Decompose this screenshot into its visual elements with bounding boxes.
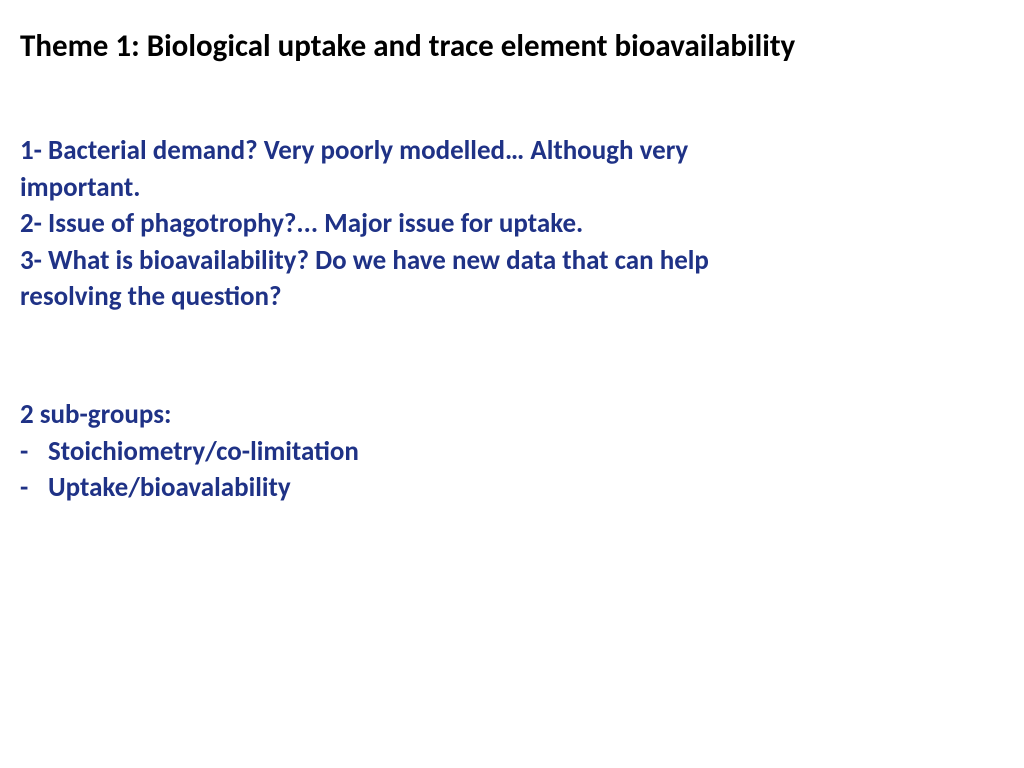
list-item-label: Uptake/bioavalability xyxy=(48,470,291,506)
question-line: 2- Issue of phagotrophy?... Major issue … xyxy=(20,206,1004,242)
subgroups-list: - Stoichiometry/co-limitation - Uptake/b… xyxy=(20,434,1004,507)
question-line: resolving the question? xyxy=(20,279,1004,315)
bullet-dash: - xyxy=(20,434,48,470)
subgroups-header: 2 sub-groups: xyxy=(20,397,1004,433)
questions-block: 1- Bacterial demand? Very poorly modelle… xyxy=(20,133,1004,315)
slide-title: Theme 1: Biological uptake and trace ele… xyxy=(20,28,1004,65)
list-item: - Stoichiometry/co-limitation xyxy=(20,434,1004,470)
list-item: - Uptake/bioavalability xyxy=(20,470,1004,506)
bullet-dash: - xyxy=(20,470,48,506)
question-line: 1- Bacterial demand? Very poorly modelle… xyxy=(20,133,1004,169)
list-item-label: Stoichiometry/co-limitation xyxy=(48,434,359,470)
question-line: 3- What is bioavailability? Do we have n… xyxy=(20,243,1004,279)
question-line: important. xyxy=(20,170,1004,206)
